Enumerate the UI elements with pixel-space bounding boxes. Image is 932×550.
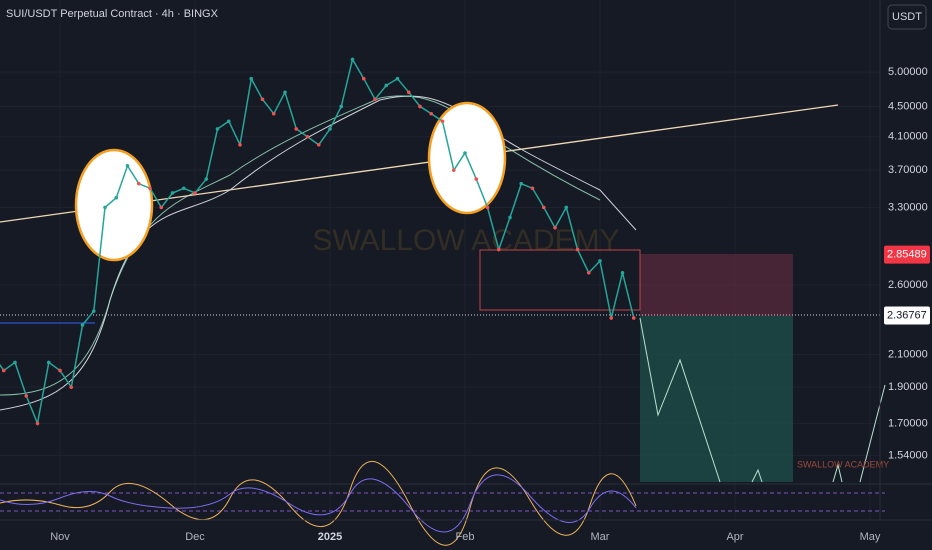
price-point bbox=[553, 225, 557, 230]
price-point bbox=[226, 119, 231, 124]
price-point bbox=[620, 270, 625, 275]
currency-button[interactable] bbox=[887, 4, 927, 30]
stop-zone bbox=[640, 254, 793, 316]
x-tick-label: Feb bbox=[456, 531, 475, 543]
price-point bbox=[215, 127, 220, 131]
price-point bbox=[463, 151, 467, 155]
y-tick-label: 1.54000 bbox=[888, 449, 928, 461]
range-box bbox=[479, 249, 641, 311]
price-point bbox=[339, 104, 344, 109]
price-point bbox=[474, 177, 479, 181]
price-point bbox=[384, 83, 389, 88]
price-point bbox=[316, 142, 321, 147]
watermark: SWALLOW ACADEMY bbox=[312, 224, 619, 257]
oscillator bbox=[0, 460, 637, 546]
price-point bbox=[418, 104, 422, 109]
price-point bbox=[631, 316, 636, 320]
price-point bbox=[103, 205, 107, 210]
price-point bbox=[46, 360, 51, 365]
price-point bbox=[361, 76, 366, 81]
small-watermark: SWALLOW ACADEMY bbox=[797, 459, 889, 469]
price-point bbox=[58, 368, 62, 373]
oscillator-signal bbox=[0, 474, 637, 533]
price-point bbox=[530, 186, 535, 191]
y-tick-label: 1.90000 bbox=[888, 381, 928, 393]
x-tick-label: Mar bbox=[591, 531, 610, 543]
y-tick-label: 4.10000 bbox=[888, 131, 928, 143]
price-point bbox=[249, 76, 254, 81]
y-tick-label: 2.10000 bbox=[888, 349, 928, 361]
price-point bbox=[69, 385, 74, 389]
price-point bbox=[451, 168, 456, 172]
price-tag bbox=[884, 306, 930, 325]
x-tick-label: May bbox=[860, 531, 881, 543]
price-point bbox=[609, 316, 614, 320]
y-tick-label: 5.00000 bbox=[888, 66, 928, 78]
price-point bbox=[271, 111, 276, 116]
price-point bbox=[496, 247, 501, 252]
chart-title: SUI/USDT Perpetual Contract · 4h · BINGX bbox=[6, 8, 219, 20]
y-tick-label: 3.30000 bbox=[888, 201, 928, 213]
price-point bbox=[204, 177, 209, 181]
price-point bbox=[294, 127, 299, 131]
price-point bbox=[35, 421, 40, 426]
price-point bbox=[429, 111, 434, 116]
price-point bbox=[283, 90, 287, 95]
price-tag-label: 2.36767 bbox=[887, 309, 927, 321]
price-point bbox=[575, 247, 580, 252]
price-point bbox=[485, 205, 490, 210]
plot bbox=[0, 57, 636, 427]
y-tick-label: 3.70000 bbox=[888, 164, 928, 176]
price-point bbox=[598, 259, 602, 263]
target-zone bbox=[640, 316, 793, 482]
price-point bbox=[170, 191, 175, 195]
price-point bbox=[328, 127, 332, 131]
price-point bbox=[148, 186, 152, 191]
price-point bbox=[350, 57, 355, 62]
price-point bbox=[406, 90, 411, 95]
x-tick-label: Nov bbox=[50, 531, 70, 543]
price-point bbox=[114, 195, 119, 200]
price-point bbox=[586, 270, 591, 275]
price-point bbox=[125, 164, 130, 168]
y-tick-label: 1.70000 bbox=[888, 417, 928, 429]
price-point bbox=[440, 119, 445, 124]
projection bbox=[639, 317, 886, 483]
price-point bbox=[564, 205, 569, 210]
price-point bbox=[91, 309, 96, 313]
price-point bbox=[193, 191, 197, 195]
price-line-series bbox=[0, 57, 635, 427]
price-point bbox=[1, 368, 6, 373]
price-point bbox=[80, 323, 85, 327]
price-point bbox=[373, 97, 377, 102]
currency-label[interactable]: USDT bbox=[892, 11, 922, 23]
price-point bbox=[260, 97, 265, 102]
price-point bbox=[136, 181, 141, 186]
x-tick-label: Dec bbox=[185, 531, 205, 543]
highlight-circle bbox=[74, 148, 154, 262]
price-point bbox=[181, 186, 186, 191]
x-tick-label: 2025 bbox=[318, 531, 342, 543]
price-point bbox=[159, 205, 164, 210]
price-point bbox=[24, 394, 29, 398]
price-point bbox=[238, 142, 242, 147]
price-point bbox=[541, 205, 546, 210]
price-point bbox=[305, 134, 310, 139]
x-tick-label: Apr bbox=[726, 531, 743, 543]
price-point bbox=[508, 215, 512, 220]
price-point bbox=[395, 76, 400, 81]
price-tag bbox=[884, 245, 930, 264]
price-tag-label: 2.85489 bbox=[887, 249, 927, 261]
price-point bbox=[519, 181, 524, 186]
price-point bbox=[13, 360, 17, 365]
y-tick-label: 2.60000 bbox=[888, 279, 928, 291]
y-tick-label: 4.50000 bbox=[888, 100, 928, 112]
